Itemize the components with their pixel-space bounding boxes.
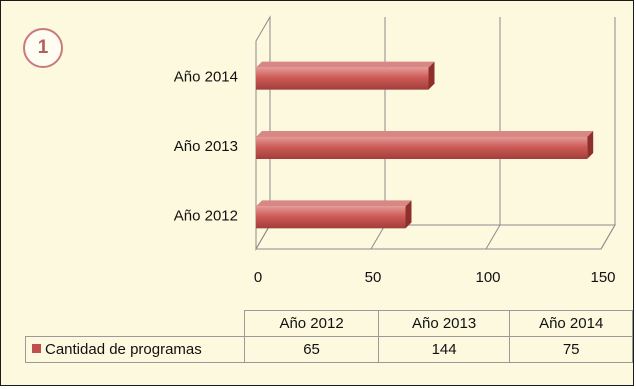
legend-entry: Cantidad de programas [24, 336, 246, 363]
x-tick-label: 0 [254, 269, 262, 286]
bar-top [256, 200, 412, 207]
data-table-header: Año 2013 [377, 310, 511, 337]
legend-swatch [32, 344, 41, 353]
y-tick-label: Año 2012 [174, 207, 238, 224]
data-table-cell: 65 [244, 336, 379, 363]
data-table-cell: 144 [377, 336, 511, 363]
data-table-cell: 75 [509, 336, 633, 363]
data-table-corner [25, 310, 246, 337]
floor-gridline [600, 224, 616, 250]
y-tick-label: Año 2014 [174, 69, 238, 86]
bar [256, 67, 429, 90]
x-tick-label: 50 [365, 269, 382, 286]
floor-gridline [255, 224, 271, 250]
data-table: Año 2012 Año 2013 Año 2014 Cantidad de p… [24, 310, 633, 363]
data-table-header: Año 2012 [244, 310, 379, 337]
bar [256, 137, 588, 159]
bar-top [256, 131, 594, 137]
bar [256, 206, 406, 229]
bar-top [256, 61, 435, 68]
bar-end [587, 131, 594, 159]
x-tick-label: 150 [590, 269, 615, 286]
y-tick-label: Año 2013 [174, 138, 238, 155]
bar-end [405, 200, 412, 229]
floor-gridline [370, 224, 386, 250]
floor-gridline [485, 224, 501, 250]
x-tick-label: 100 [475, 269, 500, 286]
figure-number-badge: 1 [23, 28, 63, 68]
legend-label: Cantidad de programas [45, 341, 202, 358]
chart-floor [255, 224, 616, 250]
data-table-header: Año 2014 [509, 310, 633, 337]
bar-end [428, 61, 435, 90]
